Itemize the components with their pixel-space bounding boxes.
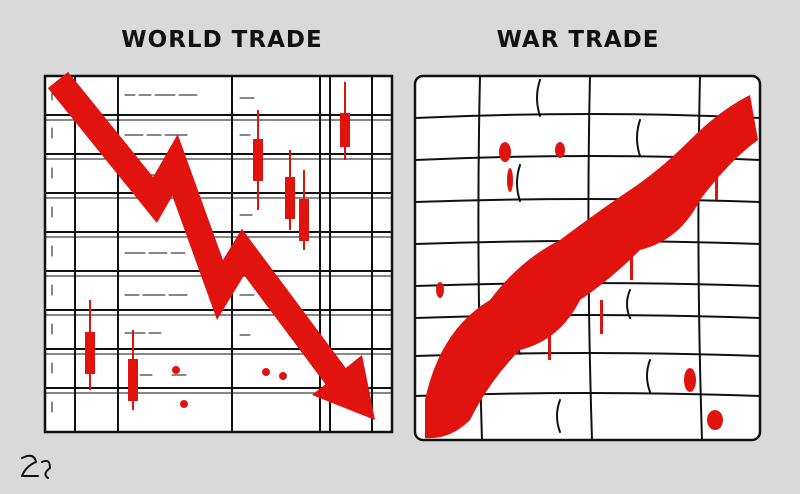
blood-splatter xyxy=(425,95,758,439)
panel-title: WORLD TRADE xyxy=(121,27,322,53)
world-trade-panel xyxy=(43,71,394,434)
arrow-head xyxy=(312,355,375,420)
falling-arrow xyxy=(47,71,351,390)
signature xyxy=(21,454,51,479)
war-trade-panel xyxy=(413,74,762,442)
candlesticks xyxy=(85,82,350,410)
panel-title: WAR TRADE xyxy=(497,27,660,53)
